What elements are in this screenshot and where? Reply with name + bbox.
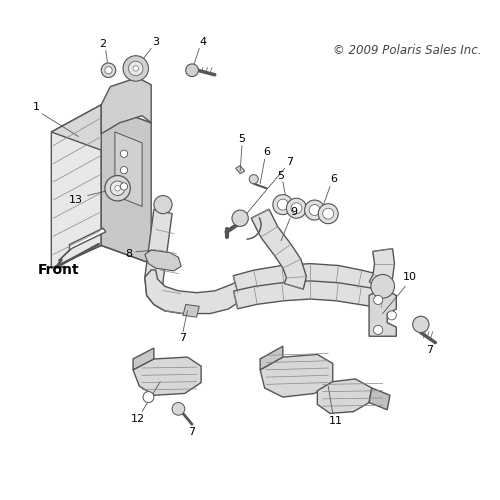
Text: © 2009 Polaris Sales Inc.: © 2009 Polaris Sales Inc. bbox=[333, 44, 482, 57]
Polygon shape bbox=[260, 346, 283, 370]
Circle shape bbox=[323, 208, 334, 219]
Circle shape bbox=[115, 186, 120, 191]
Circle shape bbox=[273, 194, 293, 214]
Polygon shape bbox=[52, 104, 151, 150]
Circle shape bbox=[172, 402, 185, 415]
Circle shape bbox=[120, 183, 128, 190]
Circle shape bbox=[286, 198, 306, 218]
Circle shape bbox=[105, 66, 112, 74]
Polygon shape bbox=[133, 357, 201, 396]
Text: 9: 9 bbox=[290, 207, 298, 217]
Text: 5: 5 bbox=[278, 170, 284, 180]
Circle shape bbox=[120, 166, 128, 173]
Circle shape bbox=[304, 200, 324, 220]
Circle shape bbox=[371, 274, 394, 298]
Text: 7: 7 bbox=[180, 333, 186, 343]
Polygon shape bbox=[145, 250, 181, 271]
Circle shape bbox=[291, 203, 302, 213]
Polygon shape bbox=[58, 228, 106, 261]
Polygon shape bbox=[318, 379, 372, 414]
Circle shape bbox=[232, 210, 248, 226]
Polygon shape bbox=[251, 209, 306, 289]
Polygon shape bbox=[145, 270, 244, 314]
Circle shape bbox=[374, 296, 382, 304]
Polygon shape bbox=[102, 104, 151, 264]
Text: 7: 7 bbox=[286, 157, 294, 167]
Text: Front: Front bbox=[38, 263, 80, 277]
Polygon shape bbox=[133, 348, 154, 370]
Text: 4: 4 bbox=[200, 37, 206, 47]
Circle shape bbox=[318, 204, 338, 224]
Circle shape bbox=[123, 56, 148, 81]
Polygon shape bbox=[260, 354, 333, 397]
Polygon shape bbox=[52, 104, 102, 268]
Circle shape bbox=[143, 392, 154, 402]
Circle shape bbox=[105, 176, 130, 201]
Circle shape bbox=[128, 61, 143, 76]
Polygon shape bbox=[236, 166, 244, 173]
Text: 13: 13 bbox=[69, 195, 83, 205]
Circle shape bbox=[186, 64, 198, 76]
Text: 7: 7 bbox=[188, 426, 196, 436]
Polygon shape bbox=[115, 132, 142, 206]
Polygon shape bbox=[102, 78, 151, 134]
Text: 3: 3 bbox=[152, 37, 159, 47]
Polygon shape bbox=[369, 291, 396, 336]
Circle shape bbox=[309, 204, 320, 216]
Text: 11: 11 bbox=[328, 416, 342, 426]
Text: 12: 12 bbox=[130, 414, 144, 424]
Circle shape bbox=[102, 63, 116, 78]
Circle shape bbox=[110, 181, 125, 196]
Polygon shape bbox=[183, 304, 200, 317]
Circle shape bbox=[133, 66, 138, 71]
Circle shape bbox=[120, 150, 128, 158]
Text: 6: 6 bbox=[263, 147, 270, 157]
Circle shape bbox=[278, 199, 288, 210]
Polygon shape bbox=[234, 281, 384, 309]
Text: 10: 10 bbox=[403, 272, 417, 282]
Text: 6: 6 bbox=[330, 174, 337, 184]
Polygon shape bbox=[145, 209, 183, 314]
Text: 1: 1 bbox=[32, 102, 40, 113]
Circle shape bbox=[249, 174, 258, 184]
Circle shape bbox=[374, 326, 382, 334]
Circle shape bbox=[387, 311, 396, 320]
Text: 2: 2 bbox=[100, 39, 106, 49]
Text: 7: 7 bbox=[426, 345, 434, 355]
Polygon shape bbox=[369, 388, 390, 410]
Text: 5: 5 bbox=[238, 134, 246, 144]
Polygon shape bbox=[369, 248, 394, 291]
Circle shape bbox=[412, 316, 429, 332]
Circle shape bbox=[154, 196, 172, 214]
Text: 8: 8 bbox=[125, 248, 132, 258]
Polygon shape bbox=[233, 264, 380, 294]
